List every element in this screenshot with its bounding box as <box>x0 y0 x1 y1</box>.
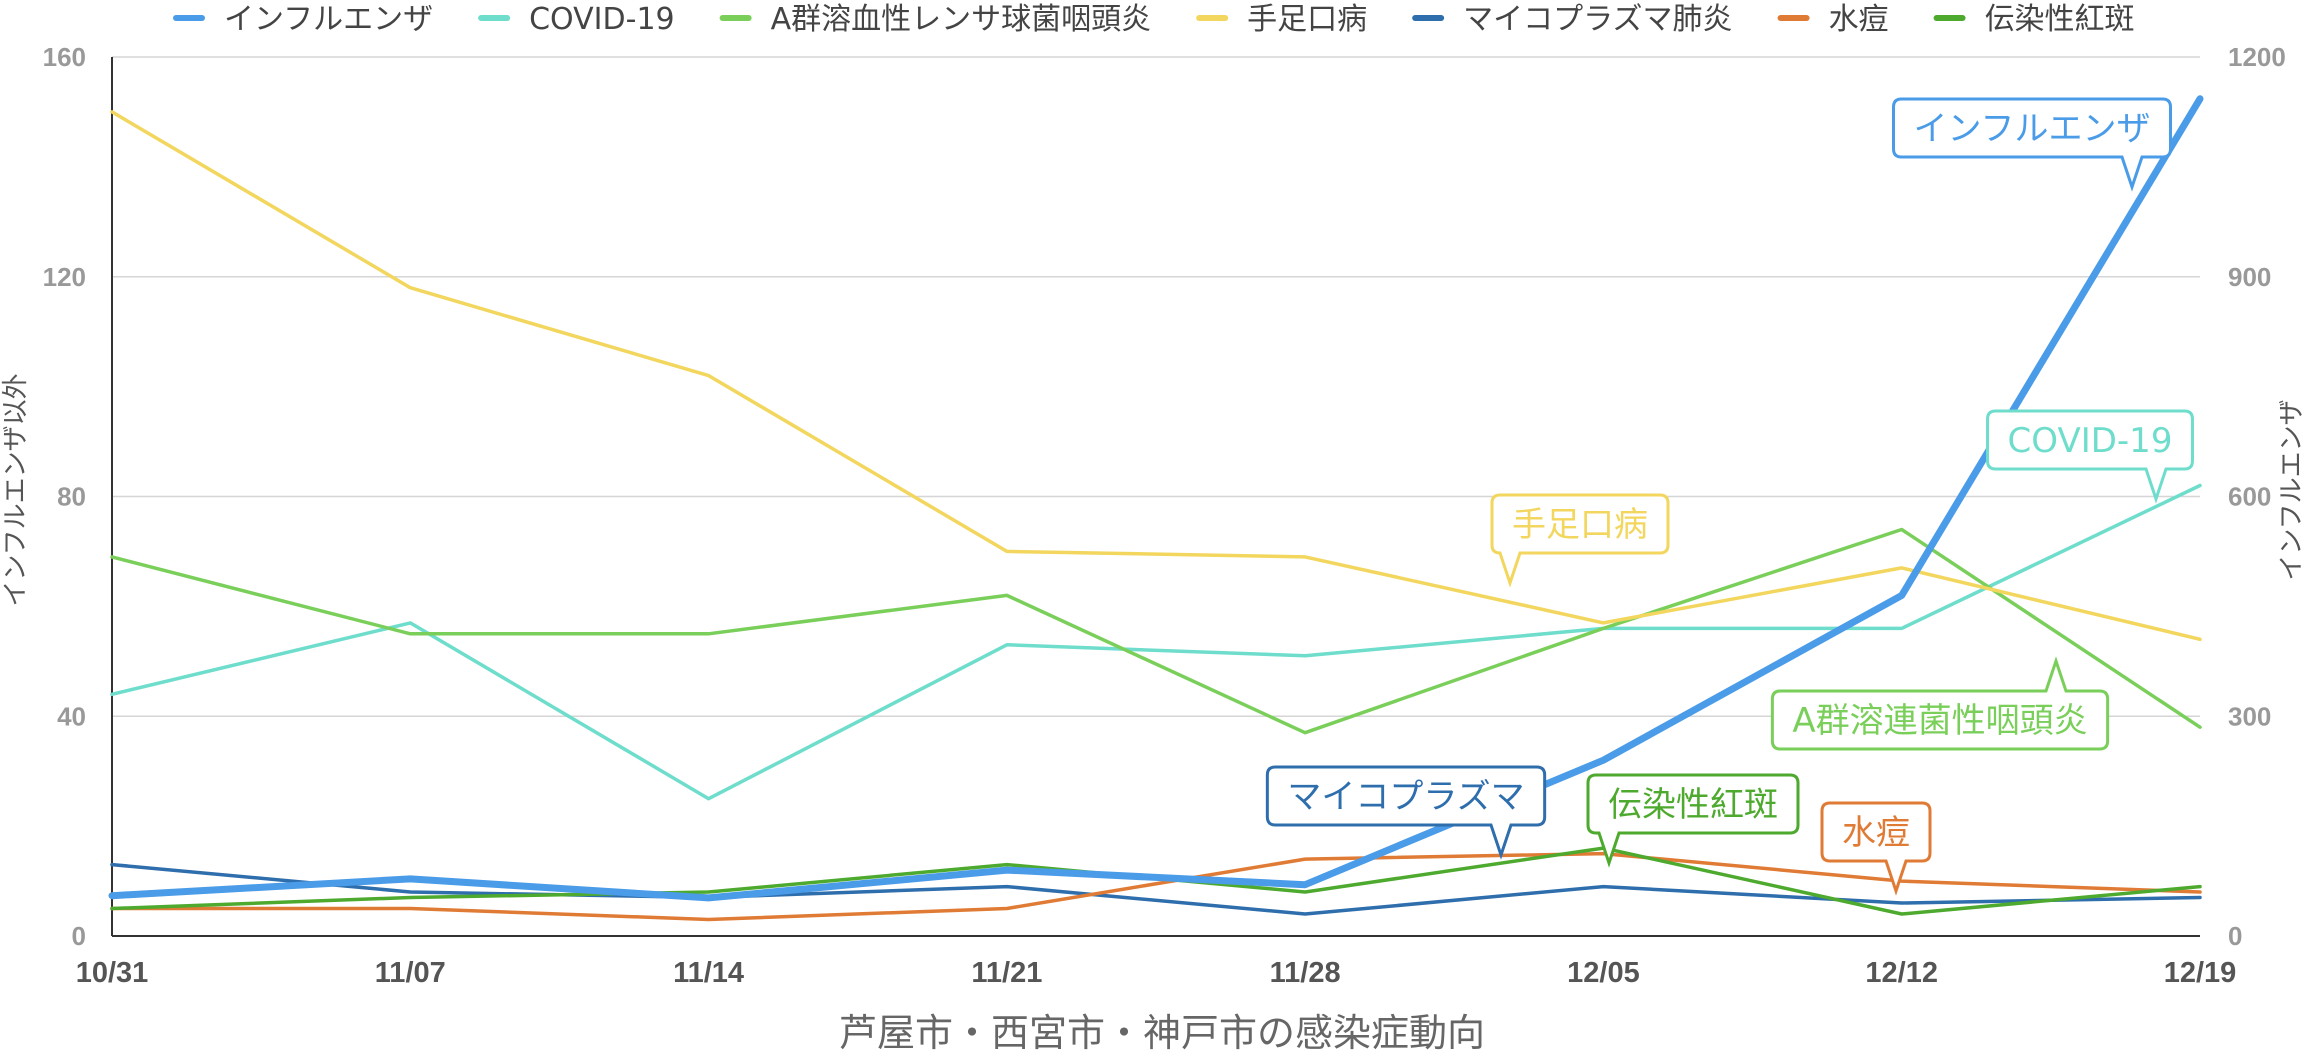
callout-box <box>1265 765 1547 860</box>
x-axis-title: 芦屋市・西宮市・神戸市の感染症動向 <box>839 1011 1485 1055</box>
series-line <box>108 95 2204 902</box>
callout: 水痘 <box>1820 801 1932 896</box>
x-tick-label: 12/12 <box>1865 957 1938 989</box>
y-left-tick-label: 160 <box>43 42 86 72</box>
callout-label: インフルエンザ <box>1914 109 2151 149</box>
callout: マイコプラズマ <box>1265 765 1547 860</box>
callout-label: COVID-19 <box>2008 421 2173 461</box>
series-line <box>110 862 2202 916</box>
callout-label: マイコプラズマ <box>1287 777 1524 817</box>
callout: インフルエンザ <box>1892 97 2172 192</box>
y-left-tick-label: 80 <box>57 482 86 512</box>
callout: 伝染性紅斑 <box>1586 773 1800 868</box>
callout-label: A群溶連菌性咽頭炎 <box>1792 701 2087 741</box>
callout-label: 手足口病 <box>1512 505 1648 545</box>
callout-box <box>1490 493 1670 588</box>
callout: COVID-19 <box>1986 409 2194 504</box>
y-left-tick-label: 0 <box>72 921 86 951</box>
x-tick-label: 12/19 <box>2164 957 2237 989</box>
callout-label: 伝染性紅斑 <box>1608 785 1778 825</box>
y-left-tick-label: 40 <box>57 701 86 731</box>
callout-box <box>1770 656 2110 751</box>
series-line <box>110 483 2202 801</box>
x-tick-label: 11/14 <box>673 957 744 989</box>
y-right-tick-label: 0 <box>2228 921 2242 951</box>
series-line <box>110 851 2202 922</box>
callout-label: 水痘 <box>1842 813 1910 853</box>
y-right-tick-label: 1200 <box>2228 42 2286 72</box>
y-left-tick-label: 120 <box>43 262 86 292</box>
callout-box <box>1892 97 2172 192</box>
callout: 手足口病 <box>1490 493 1670 588</box>
legend-label: マイコプラズマ肺炎 <box>1463 2 1732 37</box>
y-right-tick-label: 600 <box>2228 482 2271 512</box>
x-tick-label: 10/31 <box>76 957 149 989</box>
legend-label: A群溶血性レンサ球菌咽頭炎 <box>771 2 1152 37</box>
callout-box <box>1586 773 1800 868</box>
callout-box <box>1986 409 2194 504</box>
x-tick-label: 11/21 <box>971 957 1042 989</box>
series-line <box>110 527 2202 735</box>
y-right-tick-label: 900 <box>2228 262 2271 292</box>
callout: A群溶連菌性咽頭炎 <box>1770 656 2110 751</box>
legend-label: 水痘 <box>1829 2 1889 37</box>
legend-label: インフルエンザ <box>224 2 433 37</box>
series-line <box>110 110 2202 642</box>
callout-box <box>1820 801 1932 896</box>
x-tick-label: 11/07 <box>375 957 446 989</box>
legend: インフルエンザ COVID-19 A群溶血性レンサ球菌咽頭炎 手足口病 マイコプラズマ肺… <box>173 2 2135 37</box>
legend-label: 手足口病 <box>1247 2 1367 37</box>
gridlines <box>112 56 2200 717</box>
y-right-axis-title: インフルエンザ <box>2277 399 2307 580</box>
y-left-axis-title: インフルエンザ以外 <box>1 373 31 606</box>
legend-label: 伝染性紅斑 <box>1985 2 2135 37</box>
x-tick-label: 11/28 <box>1270 957 1341 989</box>
legend-label: COVID-19 <box>529 2 675 37</box>
x-tick-label: 12/05 <box>1567 957 1640 989</box>
y-right-tick-label: 300 <box>2228 701 2271 731</box>
